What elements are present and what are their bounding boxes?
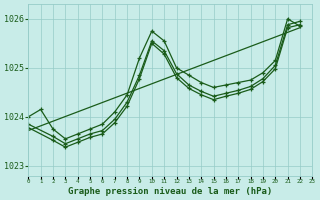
X-axis label: Graphe pression niveau de la mer (hPa): Graphe pression niveau de la mer (hPa) [68,187,272,196]
